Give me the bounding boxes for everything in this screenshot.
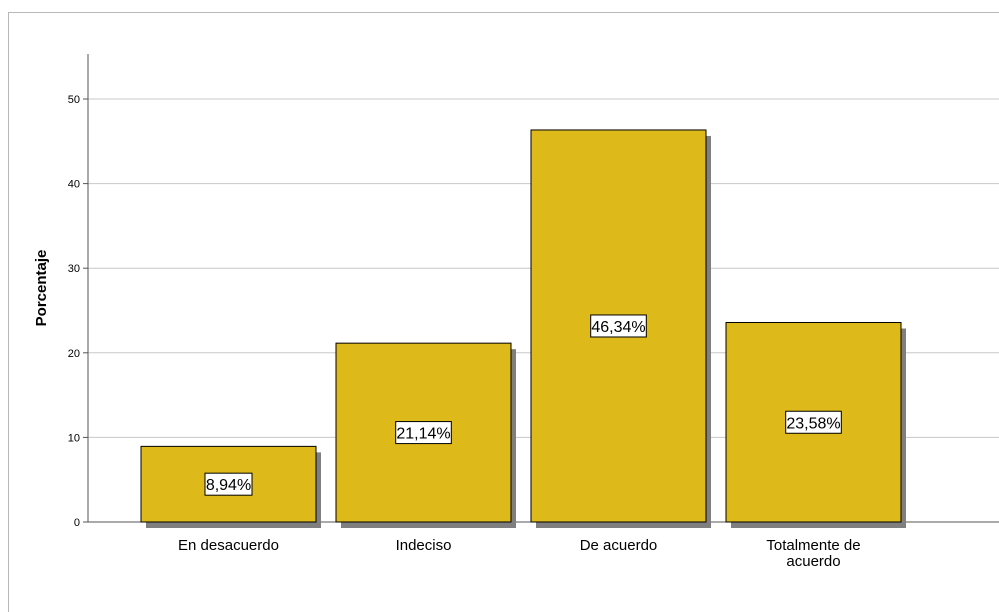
y-tick-label: 10: [68, 432, 80, 444]
x-tick-label-line: En desacuerdo: [178, 537, 279, 554]
x-tick-label-line: Totalmente de: [766, 537, 860, 554]
x-tick-label: Indeciso: [396, 537, 452, 554]
data-label-box: [395, 421, 452, 445]
y-tick-label: 30: [68, 263, 80, 275]
y-tick-label: 20: [68, 348, 80, 360]
data-label: 23,58%: [786, 415, 840, 432]
y-tick-label: 50: [68, 94, 80, 106]
x-tick-label: De acuerdo: [580, 537, 658, 554]
data-label-box: [590, 314, 647, 338]
y-tick-label: 0: [74, 517, 80, 529]
x-tick-label-line: acuerdo: [786, 553, 840, 570]
data-label-box: [204, 472, 253, 496]
data-label: 8,94%: [206, 477, 251, 494]
x-tick-label: En desacuerdo: [178, 537, 279, 554]
x-tick-label: Totalmente de acuerdo: [766, 537, 860, 570]
data-label: 46,34%: [591, 319, 645, 336]
x-tick-label-line: Indeciso: [396, 537, 452, 554]
y-tick-label: 40: [68, 179, 80, 191]
x-tick-label-line: De acuerdo: [580, 537, 658, 554]
y-axis-title: Porcentaje: [33, 250, 50, 327]
chart-frame: [8, 12, 999, 612]
bar-chart: 0 10 20 30 40 50 Porcentaje 8,94% En desacuerdo 2…: [33, 54, 999, 570]
data-label-box: [785, 410, 842, 434]
data-label: 21,14%: [396, 426, 450, 443]
